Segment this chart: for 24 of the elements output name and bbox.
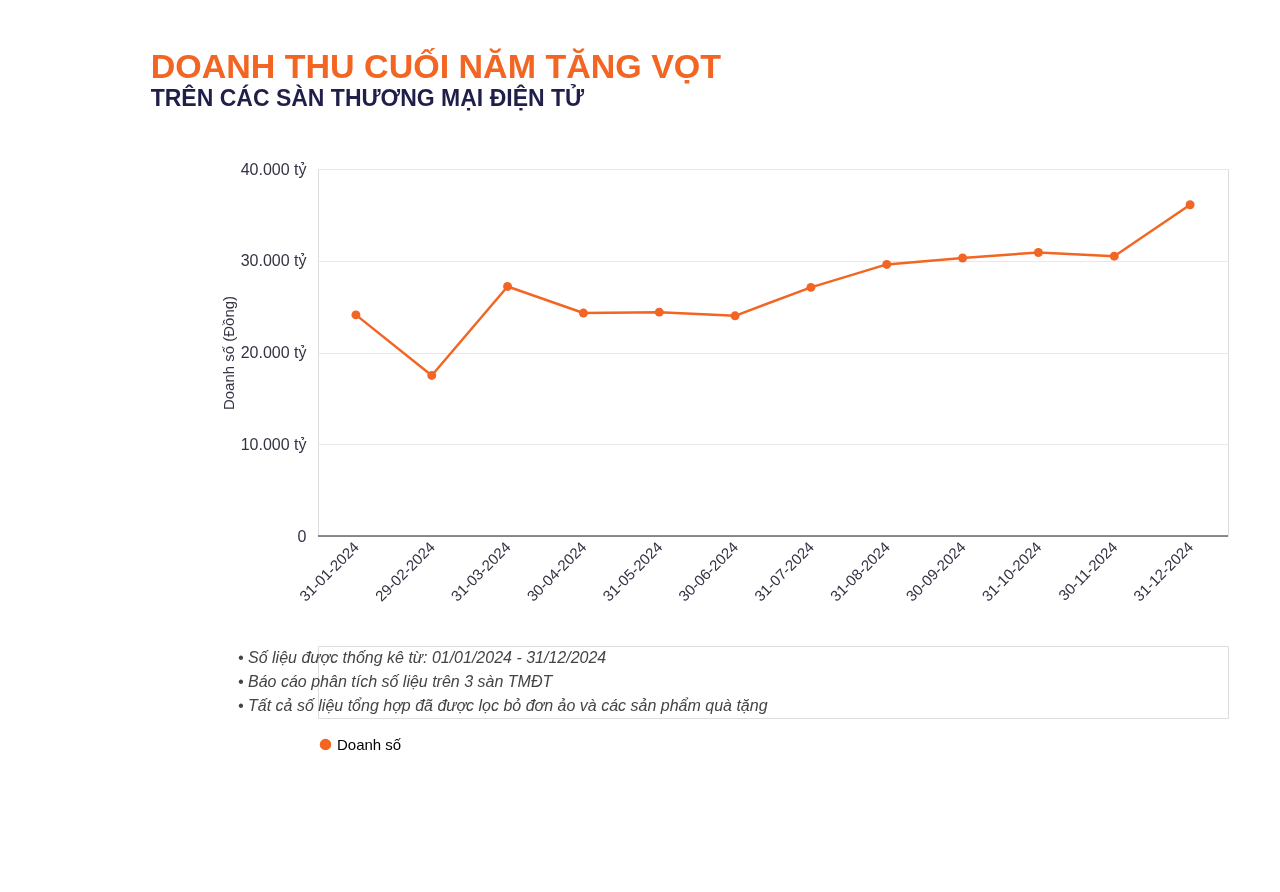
point — [351, 310, 361, 320]
text: • Báo cáo phân tích số liệu trên 3 sàn TMĐT — [238, 673, 554, 690]
text: • Tất cả số liệu tổng hợp đã được lọc bỏ đơn ảo và các sản phẩm quà tặng — [238, 697, 768, 714]
chart-subtitle: TRÊN CÁC SÀN THƯƠNG MẠI ĐIỆN TỬ — [150, 82, 586, 111]
y-axis-title: Doanh số (Đồng) — [219, 295, 237, 411]
y-tick-label: 20.000 tỷ — [240, 344, 307, 361]
point — [578, 308, 588, 318]
y-tick-label: 30.000 tỷ — [240, 252, 307, 270]
point — [806, 282, 816, 292]
y-tick-label: 10.000 tỷ — [240, 435, 307, 453]
point — [427, 370, 437, 380]
text: • Số liệu được thống kê từ: 01/01/2024 - 31/12/2024 — [238, 649, 607, 666]
point — [503, 281, 513, 291]
chart-title: DOANH THU CUỐI NĂM TĂNG VỌT — [150, 46, 722, 85]
point — [654, 307, 664, 317]
point — [730, 311, 740, 321]
legend-label: Doanh số — [337, 735, 402, 753]
point — [1033, 248, 1043, 257]
point — [958, 253, 968, 263]
point — [882, 259, 892, 269]
y-tick-label: 40.000 tỷ — [240, 160, 307, 178]
point — [1109, 251, 1119, 261]
y-tick-label: 0 — [297, 527, 307, 545]
point — [1185, 200, 1195, 210]
